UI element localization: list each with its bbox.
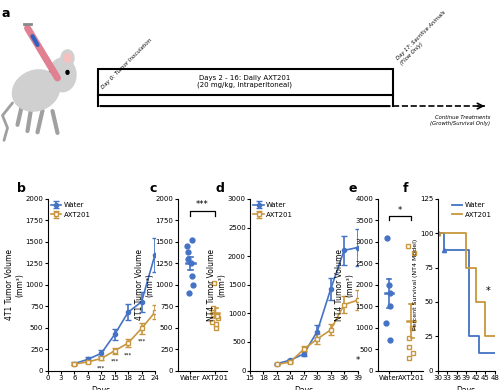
Text: *: * bbox=[356, 356, 360, 365]
Text: ***: *** bbox=[138, 339, 145, 344]
Water bbox=[441, 248, 447, 253]
Text: ***: *** bbox=[196, 200, 209, 209]
AXT201 bbox=[492, 334, 498, 339]
Water bbox=[463, 248, 469, 253]
Legend: Water, AXT201: Water, AXT201 bbox=[452, 202, 492, 218]
Text: *: * bbox=[398, 206, 402, 215]
AXT201 bbox=[434, 231, 440, 236]
Line: AXT201: AXT201 bbox=[438, 233, 495, 336]
Circle shape bbox=[66, 71, 69, 74]
Text: d: d bbox=[216, 183, 224, 195]
Y-axis label: 4T1 Tumor Volume
(mm³): 4T1 Tumor Volume (mm³) bbox=[4, 249, 24, 320]
Water bbox=[476, 351, 482, 356]
Y-axis label: 4T1 Tumor Volume
(mm³): 4T1 Tumor Volume (mm³) bbox=[134, 249, 154, 320]
Text: Days 2 - 16: Daily AXT201
(20 mg/kg, Intraperitoneal): Days 2 - 16: Daily AXT201 (20 mg/kg, Int… bbox=[198, 75, 292, 89]
Line: Water: Water bbox=[438, 233, 495, 353]
AXT201 bbox=[463, 265, 469, 270]
Text: ***: *** bbox=[97, 365, 106, 370]
Circle shape bbox=[61, 50, 74, 66]
Water bbox=[466, 334, 472, 339]
X-axis label: Days: Days bbox=[456, 386, 476, 390]
Text: f: f bbox=[403, 183, 408, 195]
AXT201 bbox=[482, 334, 488, 339]
Legend: Water, AXT201: Water, AXT201 bbox=[51, 202, 90, 218]
Text: a: a bbox=[1, 7, 10, 21]
X-axis label: Days: Days bbox=[92, 386, 111, 390]
Text: Day 17: Sacrifice Animals
(Flow Only): Day 17: Sacrifice Animals (Flow Only) bbox=[395, 10, 450, 66]
Text: ***: *** bbox=[110, 359, 119, 364]
Circle shape bbox=[64, 54, 71, 62]
Text: *: * bbox=[486, 286, 491, 296]
Text: b: b bbox=[18, 183, 26, 195]
Text: e: e bbox=[348, 183, 357, 195]
Y-axis label: NT4 Tumor Volume
(mm³): NT4 Tumor Volume (mm³) bbox=[334, 249, 354, 321]
AXT201 bbox=[473, 300, 479, 304]
Ellipse shape bbox=[12, 70, 60, 111]
Text: ***: *** bbox=[124, 352, 132, 357]
Text: Day 0: Tumor Inoculation: Day 0: Tumor Inoculation bbox=[100, 38, 152, 90]
Y-axis label: NT4 Tumor Volume
(mm³): NT4 Tumor Volume (mm³) bbox=[207, 249, 227, 321]
Water bbox=[434, 231, 440, 236]
Y-axis label: Percent Survival (NT4 Model): Percent Survival (NT4 Model) bbox=[414, 239, 418, 330]
Water bbox=[492, 351, 498, 356]
Bar bbox=[98, 69, 393, 95]
X-axis label: Days: Days bbox=[294, 386, 314, 390]
Circle shape bbox=[49, 58, 76, 92]
Text: c: c bbox=[150, 183, 158, 195]
Text: Continue Treatments
(Growth/Survival Only): Continue Treatments (Growth/Survival Onl… bbox=[430, 115, 490, 126]
Legend: Water, AXT201: Water, AXT201 bbox=[254, 202, 293, 218]
